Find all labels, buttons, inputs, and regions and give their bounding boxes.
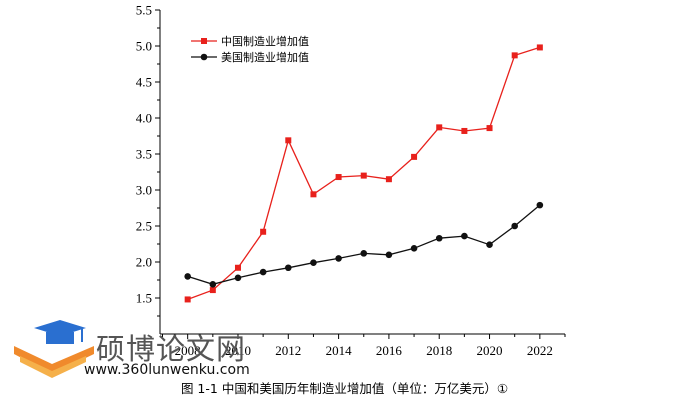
data-point (310, 259, 317, 267)
y-tick-label: 3.0 (136, 183, 152, 198)
data-point (335, 174, 342, 181)
data-point (435, 234, 443, 242)
data-point (385, 176, 392, 183)
data-point (234, 274, 242, 282)
legend-label: 中国制造业增加值 (221, 34, 309, 48)
data-point (385, 251, 393, 259)
x-tick-label: 2014 (326, 343, 353, 358)
y-tick-label: 5.0 (136, 39, 152, 54)
data-point (285, 137, 292, 144)
y-tick-label: 3.5 (136, 147, 152, 162)
data-point (461, 232, 468, 240)
data-point (536, 44, 543, 51)
data-point (184, 273, 191, 280)
x-tick-label: 2022 (527, 343, 553, 358)
legend-marker (200, 53, 208, 61)
data-point (209, 287, 216, 294)
graduation-book-logo-icon (14, 320, 94, 378)
data-point (511, 52, 518, 59)
data-point (310, 191, 317, 198)
x-tick-label: 2008 (175, 343, 201, 358)
legend-label: 美国制造业增加值 (221, 50, 309, 64)
y-tick-label: 1.5 (136, 291, 152, 306)
y-tick-label: 2.5 (136, 219, 152, 234)
x-tick-label: 2012 (275, 343, 301, 358)
data-point (486, 241, 493, 249)
data-point (284, 264, 292, 272)
x-tick-label: 2018 (426, 343, 452, 358)
x-tick-label: 2010 (225, 343, 251, 358)
data-point (234, 264, 241, 271)
watermark-title: 硕博论文网 (96, 332, 247, 366)
data-point (360, 250, 368, 257)
legend-marker (201, 38, 207, 44)
watermark: 硕博论文网 www.360lunwenku.com (12, 316, 282, 382)
data-point (335, 255, 342, 262)
data-point (486, 125, 493, 132)
y-tick-label: 5.5 (136, 3, 152, 18)
data-point (536, 201, 544, 209)
y-tick-label: 4.0 (136, 111, 152, 126)
data-point (260, 228, 267, 235)
data-point (461, 127, 468, 134)
y-tick-label: 4.5 (136, 75, 152, 90)
figure-caption: 图 1-1 中国和美国历年制造业增加值（单位：万亿美元）① (180, 381, 509, 396)
x-tick-label: 2016 (376, 343, 403, 358)
data-point (436, 124, 443, 131)
data-point (411, 153, 418, 160)
y-tick-label: 2.0 (136, 255, 152, 270)
data-point (259, 268, 267, 276)
data-point (410, 245, 418, 252)
x-tick-label: 2020 (477, 343, 503, 358)
data-point (184, 296, 191, 303)
watermark-url: www.360lunwenku.com (84, 362, 250, 378)
data-point (209, 281, 217, 288)
data-point (511, 222, 518, 230)
data-point (360, 172, 367, 179)
